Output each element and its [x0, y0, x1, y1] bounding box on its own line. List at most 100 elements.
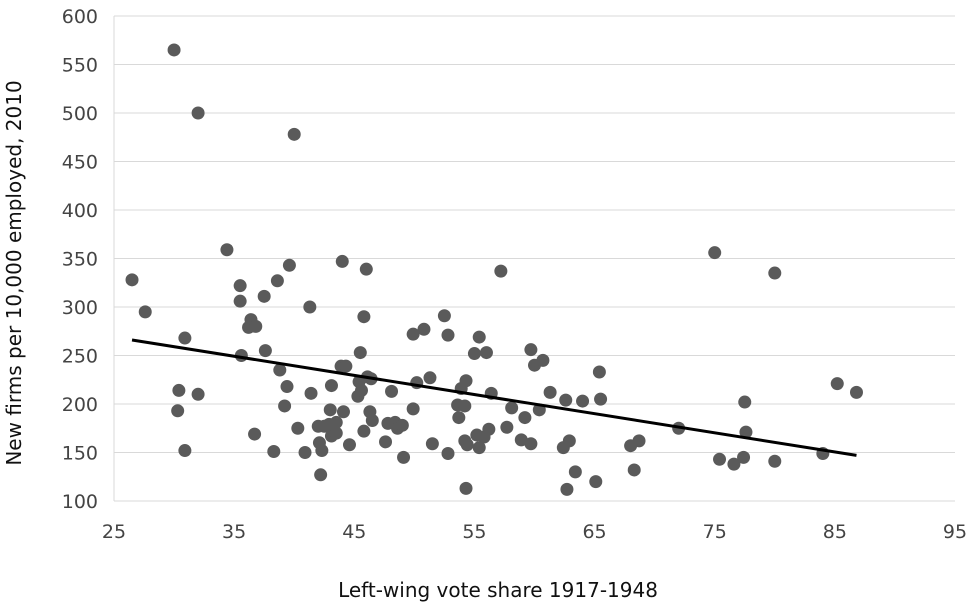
- data-point-91: [500, 420, 514, 434]
- y-tick-350: 350: [62, 249, 98, 271]
- data-point-45: [339, 359, 353, 373]
- data-point-81: [460, 438, 474, 452]
- data-point-27: [291, 421, 305, 435]
- data-point-21: [270, 274, 284, 288]
- data-point-65: [406, 327, 420, 341]
- data-point-24: [280, 380, 294, 394]
- data-point-94: [518, 411, 532, 425]
- data-point-17: [249, 319, 263, 333]
- data-point-82: [467, 347, 481, 361]
- data-point-70: [425, 437, 439, 451]
- data-point-112: [632, 434, 646, 448]
- y-tick-150: 150: [62, 443, 98, 465]
- data-point-12: [233, 294, 247, 308]
- data-point-37: [323, 403, 337, 417]
- data-points: [125, 43, 863, 496]
- x-tick-45: 45: [342, 521, 366, 543]
- data-point-5: [172, 383, 186, 397]
- data-point-33: [314, 468, 328, 482]
- data-point-10: [220, 243, 234, 257]
- data-point-11: [233, 279, 247, 293]
- trend-line: [131, 338, 857, 457]
- x-tick-75: 75: [703, 521, 727, 543]
- data-point-20: [267, 445, 281, 459]
- x-axis-title: Left-wing vote share 1917-1948: [338, 578, 658, 602]
- data-point-1: [125, 273, 139, 287]
- data-point-121: [768, 266, 782, 280]
- data-point-90: [494, 264, 508, 278]
- data-point-96: [524, 437, 538, 451]
- data-point-4: [171, 404, 185, 418]
- data-point-103: [560, 482, 574, 496]
- data-point-66: [406, 402, 420, 416]
- data-point-79: [459, 481, 473, 495]
- y-tick-250: 250: [62, 346, 98, 368]
- data-point-40: [329, 415, 343, 429]
- y-tick-550: 550: [62, 55, 98, 77]
- data-point-64: [397, 450, 411, 464]
- data-point-7: [178, 444, 192, 458]
- data-point-100: [543, 385, 557, 399]
- data-point-3: [167, 43, 181, 57]
- data-point-9: [191, 387, 205, 401]
- data-point-87: [479, 346, 493, 360]
- data-point-111: [627, 463, 641, 477]
- x-tick-95: 95: [943, 521, 967, 543]
- data-point-57: [365, 413, 379, 427]
- data-point-30: [304, 386, 318, 400]
- data-point-53: [359, 262, 373, 276]
- data-point-123: [830, 377, 844, 391]
- x-tick-35: 35: [222, 521, 246, 543]
- data-point-43: [335, 254, 349, 268]
- data-point-18: [257, 289, 271, 303]
- data-point-84: [472, 330, 486, 344]
- y-tick-100: 100: [62, 491, 98, 513]
- y-tick-labels: 100 150 200 250 300 350 400 450 500 550 600: [62, 6, 98, 513]
- data-point-102: [559, 393, 573, 407]
- y-tick-300: 300: [62, 297, 98, 319]
- data-point-73: [441, 446, 455, 460]
- data-point-19: [258, 344, 272, 358]
- data-point-25: [282, 258, 296, 272]
- data-point-41: [329, 426, 343, 440]
- y-tick-450: 450: [62, 152, 98, 174]
- data-point-115: [713, 452, 727, 466]
- data-point-118: [738, 395, 752, 409]
- x-tick-55: 55: [462, 521, 486, 543]
- data-point-28: [298, 446, 312, 459]
- data-point-29: [303, 300, 317, 314]
- data-point-58: [379, 435, 393, 449]
- data-point-71: [437, 309, 451, 323]
- data-point-105: [568, 465, 582, 479]
- data-point-99: [536, 353, 550, 367]
- data-point-50: [354, 383, 368, 397]
- data-point-117: [737, 450, 751, 464]
- data-point-104: [562, 434, 576, 448]
- data-point-51: [357, 310, 371, 324]
- data-point-6: [178, 331, 192, 345]
- data-point-72: [441, 328, 455, 342]
- data-point-119: [739, 425, 753, 439]
- y-tick-200: 200: [62, 394, 98, 416]
- data-point-2: [138, 305, 152, 319]
- data-point-46: [342, 438, 356, 452]
- data-point-107: [589, 475, 603, 489]
- data-point-95: [524, 343, 538, 357]
- data-point-77: [458, 399, 472, 413]
- x-tick-labels: 25 35 45 55 65 75 85 95: [102, 521, 967, 543]
- data-point-120: [768, 454, 782, 468]
- x-tick-25: 25: [102, 521, 126, 543]
- data-point-44: [336, 405, 350, 419]
- data-point-80: [459, 374, 473, 388]
- data-point-22: [273, 363, 287, 377]
- data-point-116: [727, 457, 741, 471]
- data-point-88: [482, 422, 496, 436]
- data-point-106: [576, 394, 590, 408]
- data-point-26: [287, 127, 301, 141]
- y-axis-title: New firms per 10,000 employed, 2010: [2, 80, 26, 465]
- data-point-60: [385, 384, 399, 398]
- y-tick-400: 400: [62, 200, 98, 222]
- data-point-68: [417, 322, 431, 336]
- data-point-92: [505, 401, 519, 415]
